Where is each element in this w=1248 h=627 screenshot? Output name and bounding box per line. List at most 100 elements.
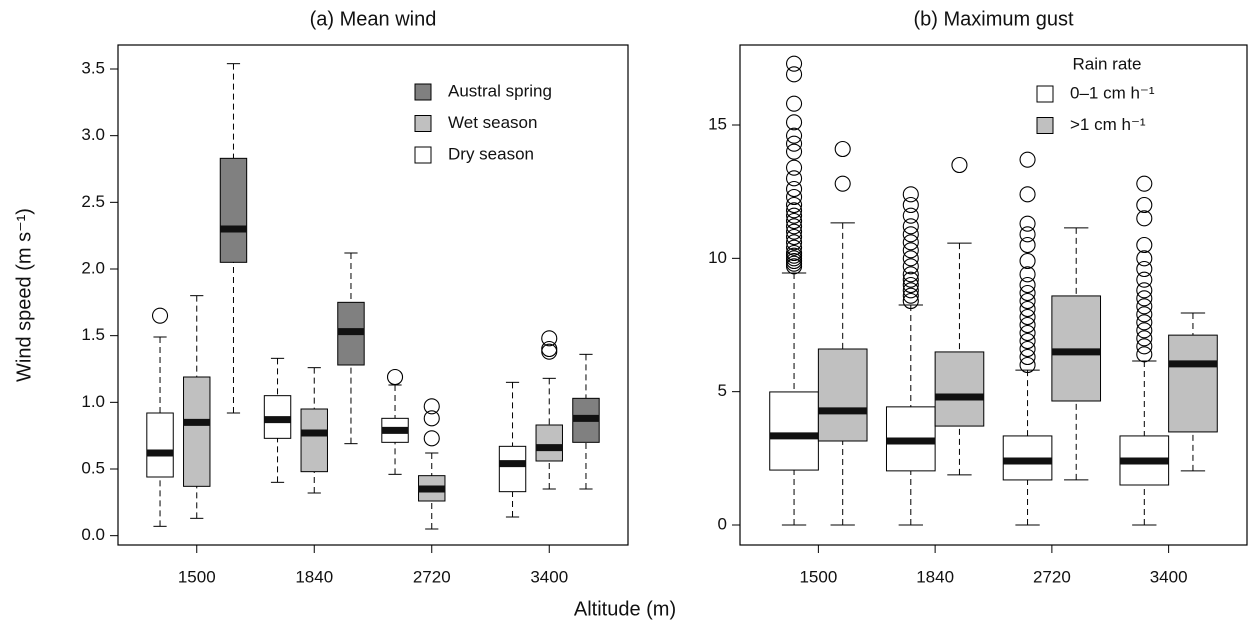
legend-label: Austral spring: [448, 81, 552, 100]
box: [219, 157, 248, 263]
outlier: [1136, 322, 1153, 339]
y-tick-label: 5: [718, 381, 727, 400]
legend-title: Rain rate: [1073, 54, 1142, 73]
box: [769, 391, 819, 471]
y-tick-label: 2.0: [81, 258, 105, 277]
outlier: [902, 218, 919, 235]
outlier: [786, 234, 803, 251]
legend-label: >1 cm h⁻¹: [1070, 115, 1146, 134]
legend-swatch: [1036, 117, 1054, 134]
plot-frame: [117, 44, 629, 546]
box: [300, 408, 328, 473]
outlier: [786, 196, 803, 214]
outlier: [1019, 266, 1036, 283]
outlier: [902, 234, 919, 251]
box: [817, 348, 868, 442]
legend-swatch: [414, 83, 432, 101]
outlier: [1136, 196, 1153, 214]
outlier: [786, 188, 803, 206]
outlier: [786, 239, 803, 256]
outlier: [902, 207, 919, 224]
outlier: [1019, 236, 1036, 254]
outlier: [786, 114, 803, 131]
outlier: [1019, 276, 1036, 294]
box: [183, 376, 211, 487]
y-tick-label: 15: [708, 114, 727, 133]
outlier: [1136, 210, 1153, 227]
outlier: [1019, 252, 1036, 270]
outlier: [786, 66, 803, 83]
x-tick-label: 1840: [295, 567, 333, 586]
outlier: [902, 258, 919, 275]
outlier: [1136, 314, 1153, 331]
outlier: [1136, 338, 1153, 355]
outlier: [786, 207, 803, 224]
box: [146, 412, 174, 478]
legend-swatch: [1036, 85, 1054, 103]
outlier: [1136, 306, 1153, 323]
legend-label: 0–1 cm h⁻¹: [1070, 83, 1155, 102]
outlier: [151, 307, 169, 324]
chart-title: (b) Maximum gust: [913, 8, 1073, 30]
outlier: [1019, 308, 1036, 326]
legend-swatch: [414, 115, 432, 132]
outlier: [951, 156, 968, 174]
x-tick-label: 1500: [178, 567, 216, 586]
chart-title: (a) Mean wind: [310, 8, 437, 30]
y-tick-label: 0: [718, 514, 727, 533]
outlier: [834, 175, 851, 192]
outlier: [1136, 250, 1153, 267]
outlier: [423, 410, 440, 427]
outlier: [786, 180, 803, 198]
outlier: [1019, 332, 1036, 350]
outlier: [1136, 330, 1153, 347]
x-tick-label: 2720: [413, 567, 451, 586]
outlier: [386, 368, 404, 386]
outlier: [1019, 284, 1036, 302]
outlier: [1136, 346, 1153, 363]
box: [498, 445, 527, 493]
x-tick-label: 2720: [1033, 567, 1071, 586]
outlier: [902, 282, 919, 299]
outlier: [1136, 260, 1153, 278]
outlier: [1019, 356, 1036, 374]
outlier: [541, 343, 558, 360]
box: [535, 424, 563, 462]
outlier: [1019, 348, 1036, 366]
y-tick-label: 0.0: [81, 525, 105, 544]
box: [1168, 334, 1218, 433]
outlier: [1136, 271, 1153, 288]
y-tick-label: 3.5: [81, 58, 105, 77]
legend-label: Dry season: [448, 144, 534, 163]
outlier: [1019, 340, 1036, 358]
outlier: [902, 242, 919, 259]
x-tick-label: 3400: [1150, 567, 1188, 586]
plot-frame: [739, 44, 1248, 546]
outlier: [786, 223, 803, 240]
outlier: [834, 140, 851, 158]
outlier: [1019, 215, 1036, 232]
outlier: [1019, 316, 1036, 334]
outlier: [1136, 175, 1153, 192]
outlier: [902, 271, 919, 288]
outlier: [1136, 290, 1153, 307]
y-tick-label: 1.0: [81, 392, 105, 411]
outlier: [786, 218, 803, 235]
outlier: [902, 196, 919, 214]
box: [934, 351, 985, 427]
outlier: [786, 143, 803, 160]
outlier: [786, 95, 803, 112]
outlier: [786, 170, 803, 187]
outlier: [423, 430, 440, 447]
y-tick-label: 10: [708, 248, 727, 267]
y-tick-label: 3.0: [81, 125, 105, 144]
x-tick-label: 1500: [799, 567, 837, 586]
x-tick-label: 3400: [530, 567, 568, 586]
outlier: [902, 226, 919, 243]
outlier: [1136, 282, 1153, 299]
y-tick-label: 2.5: [81, 192, 105, 211]
outlier: [786, 228, 803, 246]
outlier: [1019, 151, 1036, 168]
outlier: [902, 266, 919, 283]
outlier: [902, 276, 919, 294]
